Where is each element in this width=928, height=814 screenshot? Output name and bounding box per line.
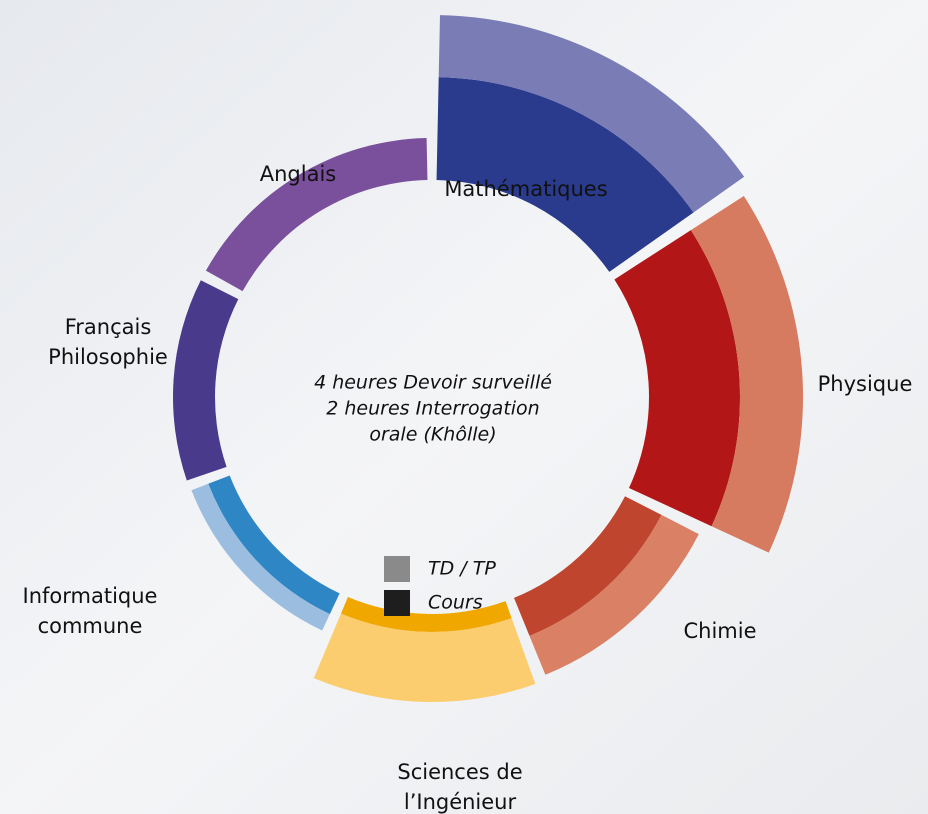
legend-swatch [384, 556, 410, 582]
legend-label: Cours [428, 592, 483, 614]
center-text: orale (Khôlle) [369, 424, 496, 446]
category-label: l’Ingénieur [404, 790, 517, 814]
legend-swatch [384, 590, 410, 616]
category-label: Mathématiques [444, 177, 607, 201]
category-label: Chimie [683, 619, 756, 643]
category-label: Français [65, 315, 152, 339]
center-text: 4 heures Devoir surveillé [314, 372, 552, 394]
page: {"chart_data": {"type": "radial-stacked"… [0, 0, 928, 814]
category-label: Informatique [23, 584, 158, 608]
category-label: Sciences de [397, 760, 522, 784]
chart: Mathématiques Physique Chimie Sciences de l’… [0, 0, 928, 814]
category-label: Anglais [260, 162, 336, 186]
legend-label: TD / TP [428, 558, 496, 580]
category-label: Philosophie [48, 345, 168, 369]
category-label: Physique [818, 372, 913, 396]
center-text: 2 heures Interrogation [326, 398, 539, 420]
category-label: commune [38, 614, 143, 638]
